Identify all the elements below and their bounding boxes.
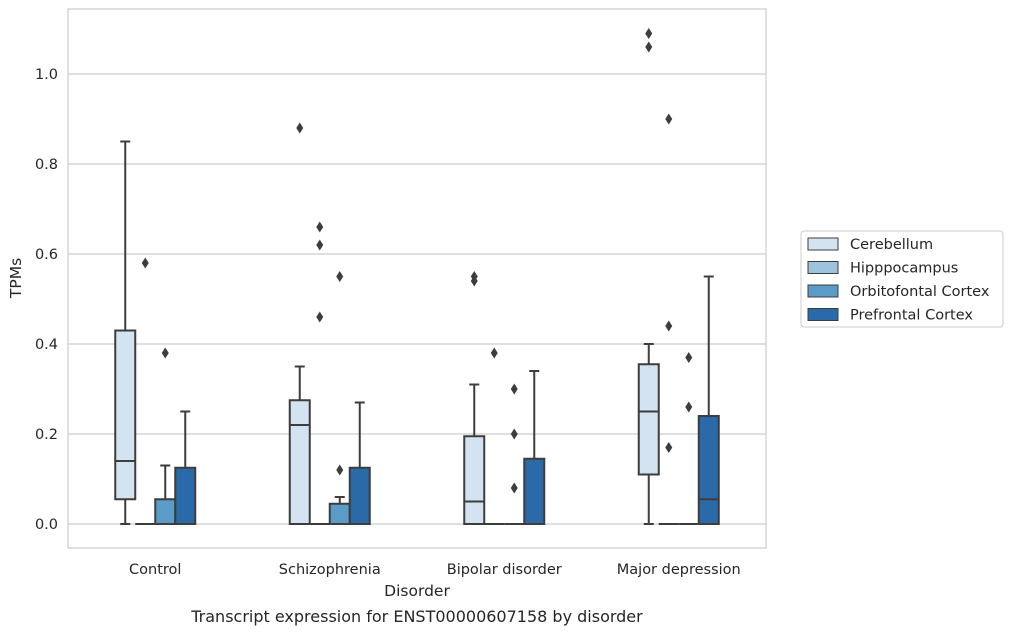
x-axis-label: Disorder (384, 582, 450, 600)
box (154, 498, 177, 525)
boxes (114, 28, 720, 525)
outlier-point (316, 221, 324, 233)
outlier-point (316, 239, 324, 251)
box-plot (504, 383, 525, 525)
box (697, 415, 720, 525)
outlier-point (685, 352, 693, 363)
box-plot (135, 257, 156, 525)
outlier-point (470, 271, 478, 282)
outlier-point (645, 28, 653, 39)
plot-background (68, 9, 766, 548)
outlier-point (685, 401, 693, 413)
box-plot (658, 113, 679, 525)
outlier-point (296, 122, 304, 134)
y-axis-label: TPMs (7, 258, 25, 299)
box (288, 399, 311, 525)
legend-label: Prefrontal Cortex (850, 308, 973, 324)
y-tick-labels: 0.0 0.2 0.4 0.6 0.8 1.0 (35, 67, 58, 533)
plot-frame (67, 8, 767, 549)
chart-caption: Transcript expression for ENST0000060715… (190, 607, 643, 626)
box-plot (523, 370, 546, 525)
y-tick-label: 0.6 (35, 247, 58, 263)
box-plot (678, 352, 699, 525)
legend-label: Cerebellum (850, 237, 933, 253)
outlier-point (510, 482, 518, 494)
box-plot (288, 122, 311, 525)
y-tick-label: 0.4 (35, 337, 58, 353)
outlier-point (665, 320, 673, 332)
box-plot (114, 140, 137, 525)
box (523, 457, 546, 525)
outlier-point (645, 41, 653, 53)
outlier-point (665, 113, 673, 125)
y-tick-label: 0.2 (35, 427, 58, 443)
box (348, 466, 371, 525)
legend-frame (800, 230, 1004, 328)
y-tick-label: 0.0 (35, 517, 58, 533)
box-plot (463, 271, 486, 525)
x-tick-label: Schizophrenia (279, 562, 381, 578)
outlier-point (665, 442, 673, 453)
box-plot (328, 271, 351, 525)
outlier-point (490, 347, 498, 359)
box-plot (484, 347, 505, 525)
box (174, 466, 197, 525)
legend-swatch (807, 261, 839, 274)
outlier-point (336, 464, 344, 476)
box-plot (309, 221, 330, 525)
y-tick-label: 0.8 (35, 157, 58, 173)
x-tick-label: Major depression (617, 562, 741, 578)
legend-swatch (807, 284, 839, 298)
x-tick-label: Bipolar disorder (447, 562, 562, 578)
legend-swatch (807, 308, 839, 321)
y-tick-label: 1.0 (35, 67, 58, 83)
outlier-point (510, 428, 518, 440)
box-plot (154, 347, 177, 525)
legend-swatch (807, 237, 839, 251)
x-tick-labels: Control Schizophrenia Bipolar disorder Majo… (129, 562, 741, 578)
outlier-point (510, 383, 518, 395)
box (114, 329, 137, 501)
box-plot (348, 401, 371, 525)
legend-label: Orbitofontal Cortex (850, 284, 990, 300)
box (328, 502, 351, 525)
box (463, 435, 486, 525)
outlier-point (141, 257, 149, 269)
legend: Cerebellum Hipppocampus Orbitofontal Corte… (800, 230, 1004, 328)
outlier-point (336, 271, 344, 282)
outlier-point (316, 311, 324, 323)
x-tick-label: Control (129, 562, 181, 578)
box-plot (637, 28, 660, 525)
legend-label: Hipppocampus (850, 261, 958, 277)
box-plot (174, 410, 197, 525)
box-plot (697, 275, 720, 525)
box (637, 363, 660, 476)
outlier-point (161, 347, 169, 359)
